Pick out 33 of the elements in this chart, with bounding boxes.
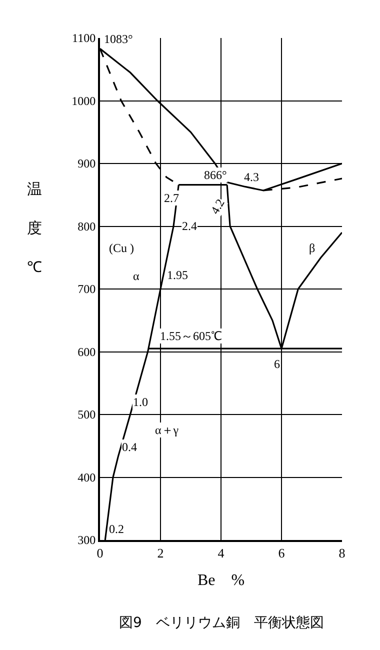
y-tick-label: 1000 [72,94,96,108]
y-tick-label: 800 [78,219,96,234]
x-tick-label: 8 [338,546,346,561]
annotation: 4.2 [208,196,228,216]
annotation: 1.55～605℃ [160,329,222,343]
annotation: 6 [274,357,280,371]
annotation: 1.95 [167,268,188,282]
y-tick-label: 1100 [72,31,96,46]
annotation: 0.2 [109,522,124,536]
annotation: 1.0 [133,395,148,409]
annotation: 866° [204,168,227,182]
x-tick-label: 0 [96,546,104,561]
y-tick-label: 700 [78,282,96,296]
x-tick-label: 2 [157,546,164,561]
x-axis-title: Be % [197,572,245,589]
y-tick-label: 400 [78,470,96,484]
y-tick-label: 900 [78,156,96,171]
annotation: 1083° [104,32,133,46]
y-tick-label: 300 [78,533,96,548]
annotation: 2.4 [182,219,197,233]
annotation: 4.3 [244,170,259,184]
annotation: α [133,269,140,283]
annotation: β [309,241,316,255]
x-tick-label: 6 [278,546,286,561]
annotation: α＋γ [155,423,180,437]
text: 温度℃ [27,182,42,276]
annotation: 2.7 [164,191,179,205]
y-tick-label: 500 [78,408,96,422]
annotation: 0.4 [122,440,137,454]
annotation: (Cu ) [109,241,134,255]
y-tick-label: 600 [78,344,96,359]
x-tick-label: 4 [218,546,225,561]
text: 図9 ベリリウム銅 平衡状態図 [119,615,324,631]
